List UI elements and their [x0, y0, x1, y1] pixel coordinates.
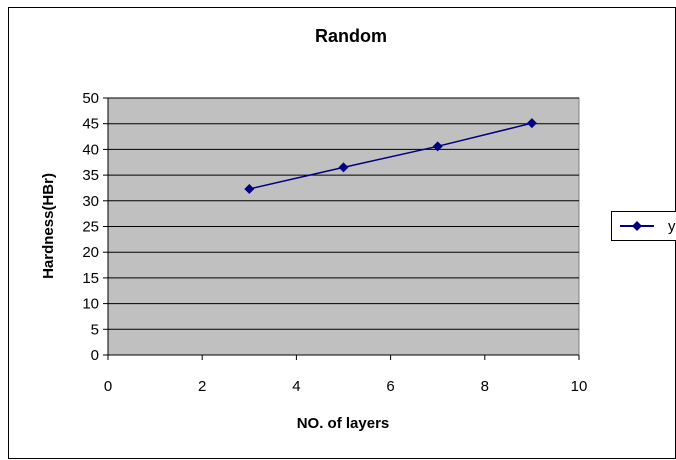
legend-label: y: [668, 218, 676, 235]
y-axis-title: Hardness(HBr): [40, 173, 57, 279]
x-axis-title: NO. of layers: [297, 415, 390, 432]
y-tick-label: 5: [91, 321, 99, 338]
y-tick-label: 50: [82, 90, 99, 107]
y-tick-label: 0: [91, 347, 99, 364]
x-tick-label: 10: [571, 378, 588, 395]
data-point: [432, 141, 443, 152]
x-tick-label: 8: [481, 378, 489, 395]
x-tick-label: 6: [386, 378, 394, 395]
axes: 0 5 10 15 20 25 30 35 40 45 50 0 2 4 6 8 10: [82, 90, 587, 395]
y-tick-label: 45: [82, 116, 99, 133]
series-layer: [244, 118, 537, 194]
x-tick-label: 0: [104, 378, 112, 395]
x-tick-label: 4: [292, 378, 300, 395]
data-point: [526, 118, 537, 129]
legend: y: [611, 211, 676, 241]
data-point: [244, 183, 255, 194]
y-tick-label: 10: [82, 296, 99, 313]
y-tick-label: 30: [82, 193, 99, 210]
data-point: [338, 162, 349, 173]
x-tick-label: 2: [198, 378, 206, 395]
y-tick-label: 25: [82, 219, 99, 236]
y-tick-label: 15: [82, 270, 99, 287]
gridlines: [108, 97, 579, 330]
y-tick-label: 20: [82, 244, 99, 261]
y-tick-label: 35: [82, 167, 99, 184]
legend-marker-icon: [632, 221, 642, 231]
chart-title: Random: [315, 26, 387, 46]
y-tick-label: 40: [82, 141, 99, 158]
series-line: [249, 122, 533, 190]
